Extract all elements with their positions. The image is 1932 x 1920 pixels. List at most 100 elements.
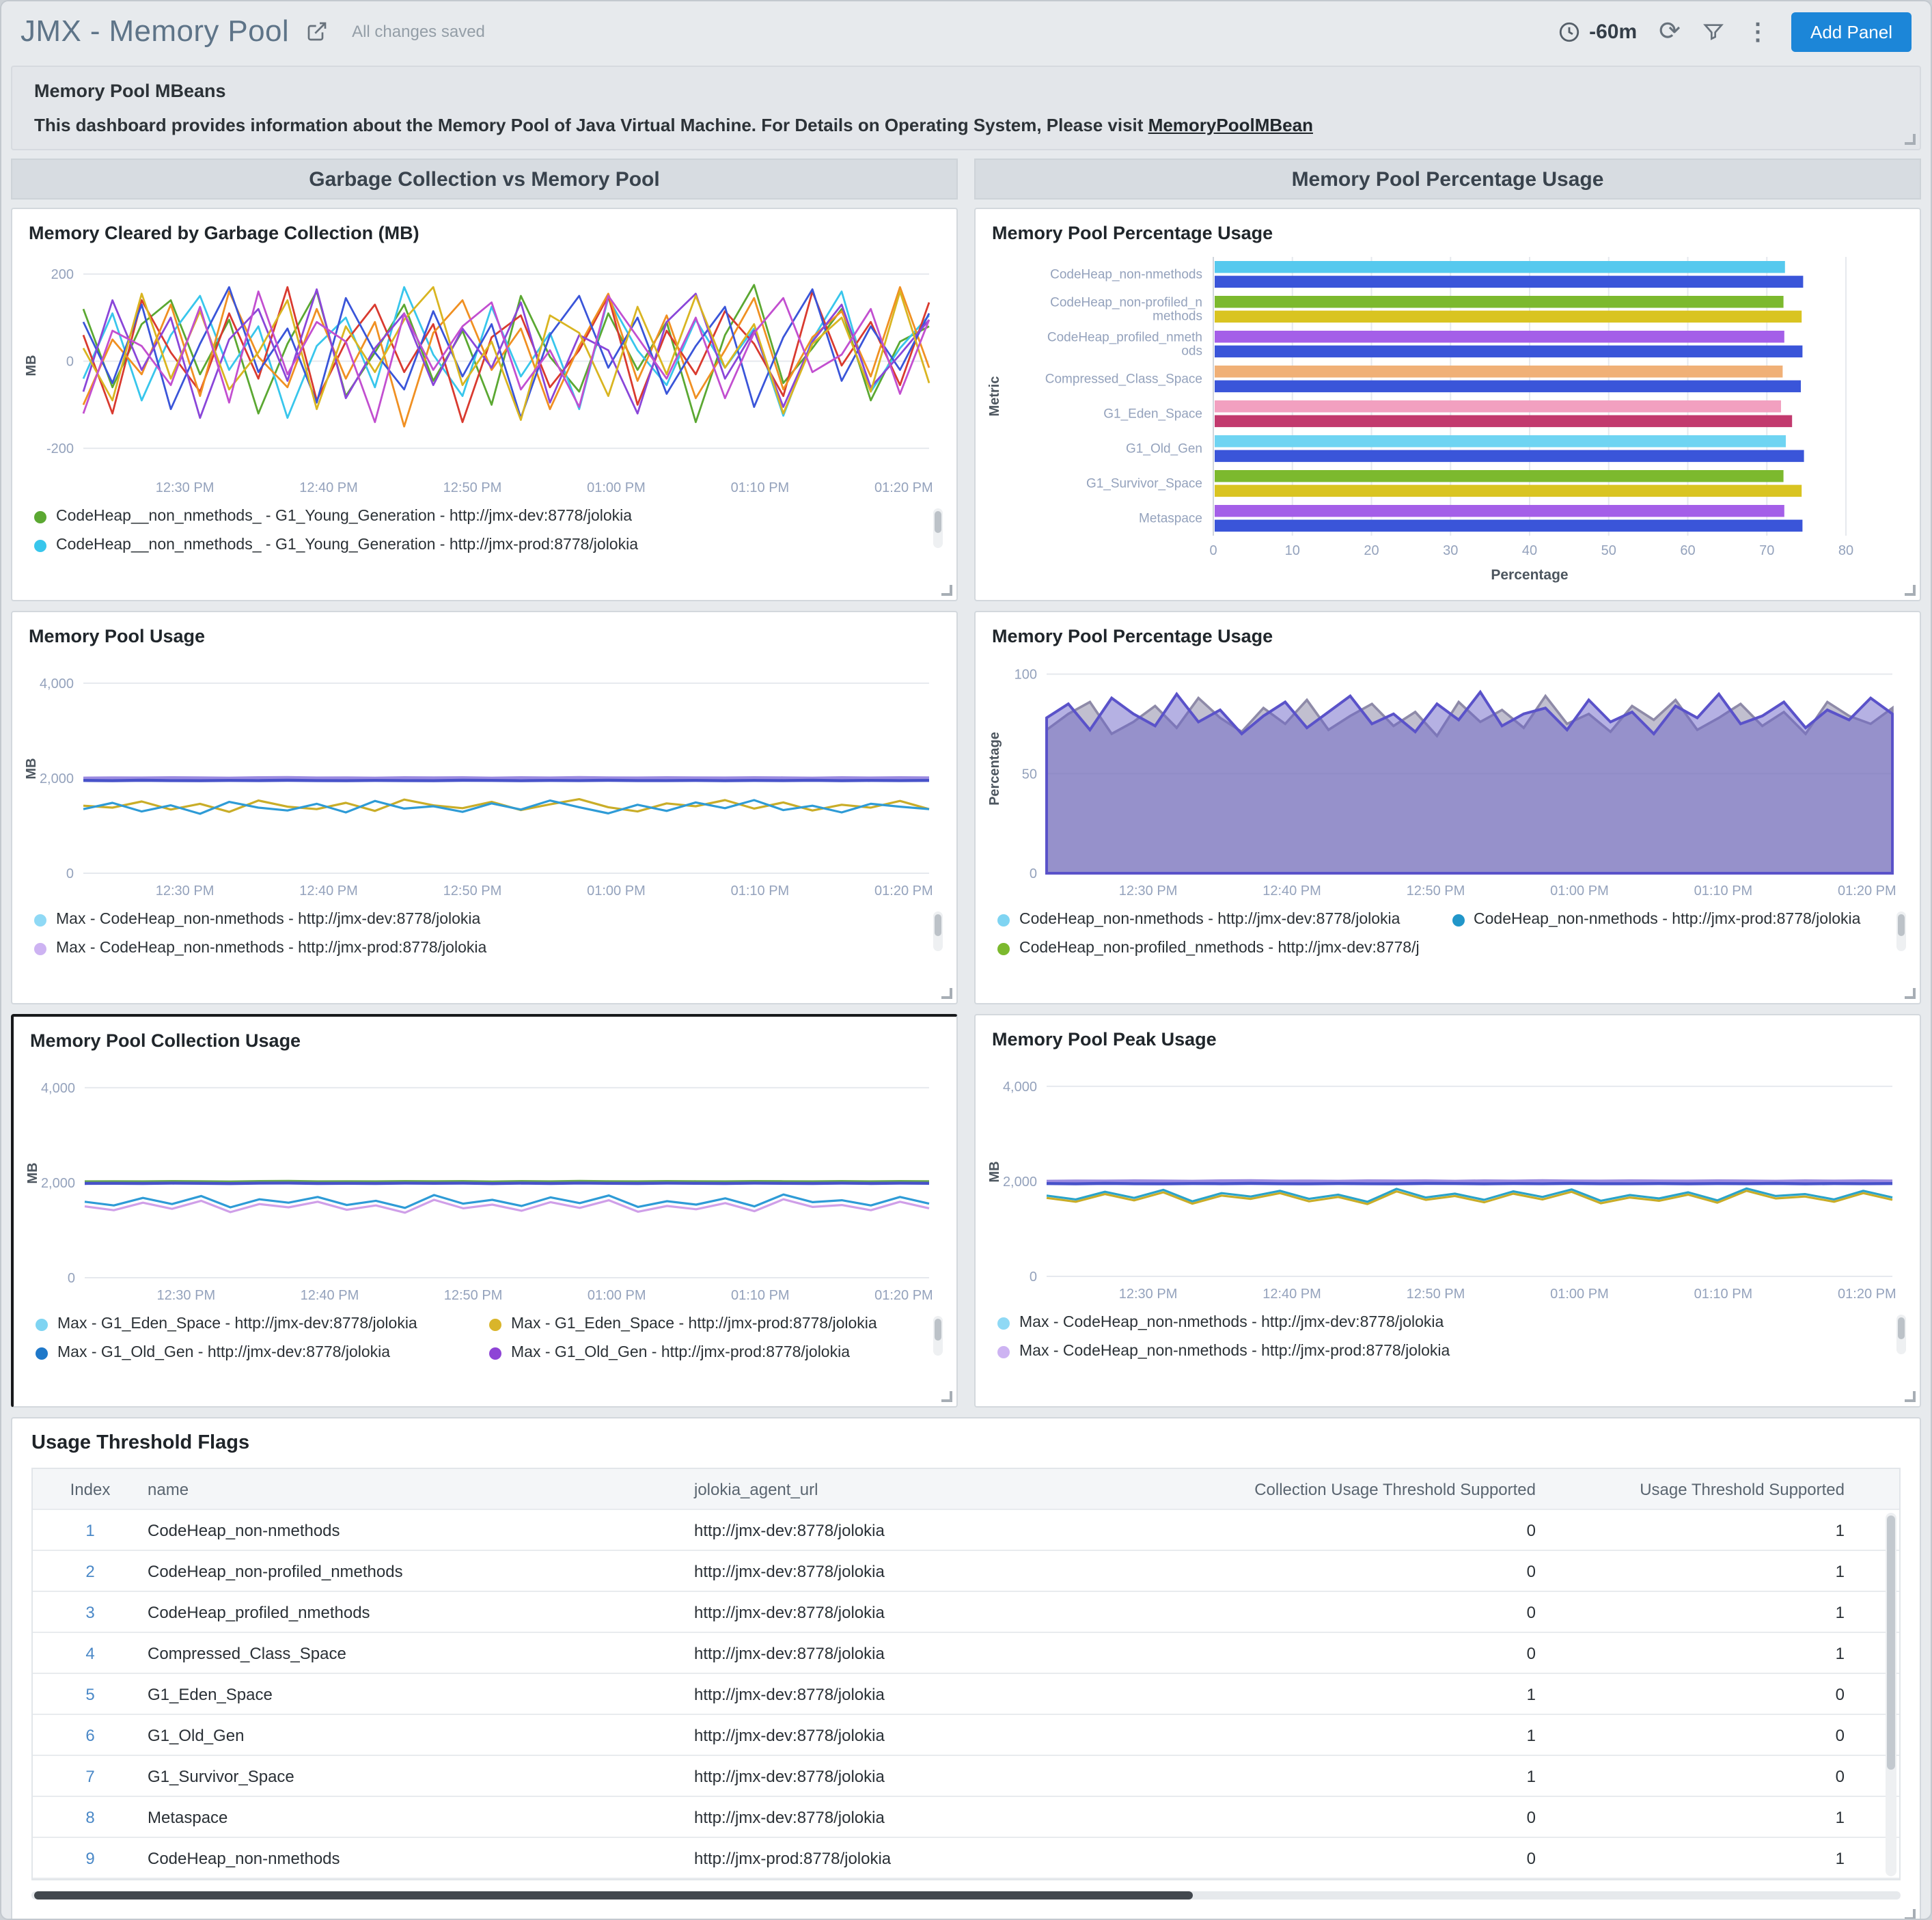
resize-handle[interactable] — [1905, 585, 1916, 596]
legend-item[interactable]: Max - CodeHeap_non-nmethods - http://jmx… — [997, 1315, 1879, 1331]
section-header-memory-pool-percentage[interactable]: Memory Pool Percentage Usage — [974, 159, 1921, 200]
refresh-icon[interactable]: ⟳ — [1659, 17, 1681, 46]
table-cell: 4 — [85, 1643, 95, 1662]
legend-scrollbar[interactable] — [933, 508, 943, 548]
share-icon[interactable] — [305, 20, 327, 42]
page-title: JMX - Memory Pool — [20, 14, 290, 48]
legend-scrollbar[interactable] — [933, 911, 943, 951]
table-row[interactable]: 9 CodeHeap_non-nmethods http://jmx-prod:87… — [33, 1838, 1899, 1879]
chart-legend: Max - CodeHeap_non-nmethods - http://jmx… — [976, 1306, 1920, 1365]
filter-icon[interactable] — [1702, 20, 1724, 42]
legend-swatch-icon — [34, 539, 46, 551]
legend-label: CodeHeap_non-profiled_nmethods - http://… — [1019, 940, 1419, 957]
svg-text:50: 50 — [1601, 543, 1616, 558]
legend-item[interactable]: CodeHeap__non_nmethods_ - G1_Young_Gener… — [34, 537, 915, 553]
table-cell: CodeHeap_non-nmethods — [148, 1520, 340, 1539]
legend-swatch-icon — [34, 914, 46, 926]
percentage-usage-area-chart[interactable]: 0 50 100 12:30 PM 12:40 PM 12:50 PM 01:00 PM 01… — [984, 652, 1912, 903]
legend-item[interactable]: Max - G1_Old_Gen - http://jmx-dev:8778/j… — [36, 1345, 456, 1361]
add-panel-button[interactable]: Add Panel — [1791, 12, 1912, 51]
legend-item[interactable]: Max - CodeHeap_non-nmethods - http://jmx… — [34, 911, 915, 928]
collection-usage-line-chart[interactable]: 0 2,000 4,000 12:30 PM 12:40 PM 12:50 PM 01:00… — [22, 1056, 948, 1308]
svg-text:12:40 PM: 12:40 PM — [299, 883, 358, 899]
table-cell: 1 — [1835, 1561, 1845, 1580]
legend-item[interactable]: CodeHeap_non-nmethods - http://jmx-dev:8… — [997, 911, 1419, 928]
table-row[interactable]: 4 Compressed_Class_Space http://jmx-dev:87… — [33, 1633, 1899, 1674]
legend-item[interactable]: Max - G1_Eden_Space - http://jmx-prod:87… — [489, 1316, 910, 1332]
legend-item[interactable]: Max - CodeHeap_non-nmethods - http://jmx… — [997, 1343, 1879, 1360]
svg-text:20: 20 — [1364, 543, 1379, 558]
save-status: All changes saved — [352, 22, 485, 41]
panel-title: Memory Pool Collection Usage — [30, 1030, 301, 1051]
table-cell: 0 — [1835, 1725, 1845, 1744]
svg-text:01:10 PM: 01:10 PM — [1694, 1287, 1753, 1302]
kebab-menu-icon[interactable]: ⋮ — [1746, 18, 1769, 44]
resize-handle[interactable] — [1905, 134, 1916, 145]
column-header[interactable]: Collection Usage Threshold Supported — [1254, 1479, 1536, 1498]
legend-label: Max - G1_Eden_Space - http://jmx-prod:87… — [511, 1316, 877, 1332]
panel-grid: Memory Cleared by Garbage Collection (MB… — [1, 208, 1931, 1408]
resize-handle[interactable] — [1905, 1909, 1916, 1919]
table-cell: 0 — [1526, 1602, 1536, 1621]
column-header[interactable]: name — [148, 1479, 189, 1498]
svg-text:0: 0 — [1209, 543, 1217, 558]
svg-text:MB: MB — [987, 1161, 1002, 1182]
legend-item[interactable]: Max - G1_Eden_Space - http://jmx-dev:877… — [36, 1316, 456, 1332]
percentage-usage-bar-chart[interactable]: 0 10 20 30 40 50 60 70 80 Percentage Metric CodeHea… — [984, 249, 1912, 585]
table-cell: Metaspace — [148, 1807, 228, 1826]
legend-item[interactable]: CodeHeap_non-nmethods - http://jmx-prod:… — [1452, 911, 1873, 928]
chart-canvas: 0 2,000 4,000 12:30 PM 12:40 PM 12:50 PM 01:00… — [24, 676, 933, 899]
legend-item[interactable]: Max - CodeHeap_non-nmethods - http://jmx… — [34, 940, 915, 957]
legend-label: CodeHeap_non-nmethods - http://jmx-dev:8… — [1019, 911, 1400, 928]
horizontal-scrollbar-thumb[interactable] — [34, 1891, 1193, 1900]
legend-item[interactable]: CodeHeap__non_nmethods_ - G1_Young_Gener… — [34, 508, 915, 525]
peak-usage-line-chart[interactable]: 0 2,000 4,000 12:30 PM 12:40 PM 12:50 PM 01:00… — [984, 1055, 1912, 1306]
chart-canvas: 0 50 100 12:30 PM 12:40 PM 12:50 PM 01:00 PM 01… — [987, 668, 1896, 899]
panel-title: Memory Pool Percentage Usage — [992, 626, 1273, 646]
table-cell: 0 — [1526, 1520, 1536, 1539]
table-cell: http://jmx-dev:8778/jolokia — [694, 1807, 885, 1826]
clock-icon — [1558, 20, 1581, 43]
gc-cleared-line-chart[interactable]: -200 0 200 12:30 PM 12:40 PM 12:50 PM 01:00 PM… — [20, 249, 948, 500]
table-cell: G1_Survivor_Space — [148, 1766, 294, 1785]
table-row[interactable]: 5 G1_Eden_Space http://jmx-dev:8778/joloki… — [33, 1674, 1899, 1715]
legend-item[interactable]: Max - G1_Old_Gen - http://jmx-prod:8778/… — [489, 1345, 910, 1361]
table-cell: 0 — [1835, 1684, 1845, 1703]
table-row[interactable]: 7 G1_Survivor_Space http://jmx-dev:8778/jo… — [33, 1756, 1899, 1797]
table-cell: 1 — [1526, 1766, 1536, 1785]
legend-scrollbar[interactable] — [1896, 1315, 1906, 1354]
resize-handle[interactable] — [941, 585, 952, 596]
table-cell: http://jmx-dev:8778/jolokia — [694, 1725, 885, 1744]
svg-text:0: 0 — [1030, 866, 1037, 881]
table-row[interactable]: 3 CodeHeap_profiled_nmethods http://jmx-de… — [33, 1592, 1899, 1633]
legend-label: Max - G1_Old_Gen - http://jmx-dev:8778/j… — [57, 1345, 391, 1361]
column-header[interactable]: jolokia_agent_url — [694, 1479, 818, 1498]
resize-handle[interactable] — [1905, 988, 1916, 999]
pool-usage-line-chart[interactable]: 0 2,000 4,000 12:30 PM 12:40 PM 12:50 PM 01:00… — [20, 652, 948, 903]
svg-text:01:20 PM: 01:20 PM — [874, 883, 933, 899]
svg-text:01:00 PM: 01:00 PM — [587, 883, 646, 899]
column-header[interactable]: Index — [70, 1479, 111, 1498]
resize-handle[interactable] — [1905, 1391, 1916, 1402]
time-range-picker[interactable]: -60m — [1558, 20, 1637, 43]
memory-pool-mbean-link[interactable]: MemoryPoolMBean — [1148, 115, 1313, 135]
legend-scrollbar[interactable] — [933, 1316, 943, 1356]
legend-label: CodeHeap__non_nmethods_ - G1_Young_Gener… — [56, 508, 633, 525]
chart-legend: CodeHeap__non_nmethods_ - G1_Young_Gener… — [12, 500, 956, 559]
table-row[interactable]: 2 CodeHeap_non-profiled_nmethods http://jm… — [33, 1551, 1899, 1592]
legend-item[interactable]: CodeHeap_non-profiled_nmethods - http://… — [997, 940, 1419, 957]
section-header-gc-vs-memory-pool[interactable]: Garbage Collection vs Memory Pool — [11, 159, 958, 200]
table-row[interactable]: 8 Metaspace http://jmx-dev:8778/jolokia 0 1 — [33, 1797, 1899, 1838]
column-header[interactable]: Usage Threshold Supported — [1640, 1479, 1845, 1498]
table-row[interactable]: 6 G1_Old_Gen http://jmx-dev:8778/jolokia 1 0 — [33, 1715, 1899, 1756]
svg-text:60: 60 — [1680, 543, 1695, 558]
table-scrollbar[interactable] — [1886, 1513, 1896, 1876]
table-cell: 1 — [1526, 1725, 1536, 1744]
panel-memory-pool-percentage-area: Memory Pool Percentage Usage 0 50 100 12:30… — [974, 611, 1921, 1004]
svg-text:ods: ods — [1181, 344, 1202, 359]
legend-scrollbar[interactable] — [1896, 911, 1906, 951]
table-row[interactable]: 1 CodeHeap_non-nmethods http://jmx-dev:877… — [33, 1510, 1899, 1551]
resize-handle[interactable] — [941, 988, 952, 999]
svg-text:100: 100 — [1015, 668, 1037, 683]
resize-handle[interactable] — [941, 1391, 952, 1402]
